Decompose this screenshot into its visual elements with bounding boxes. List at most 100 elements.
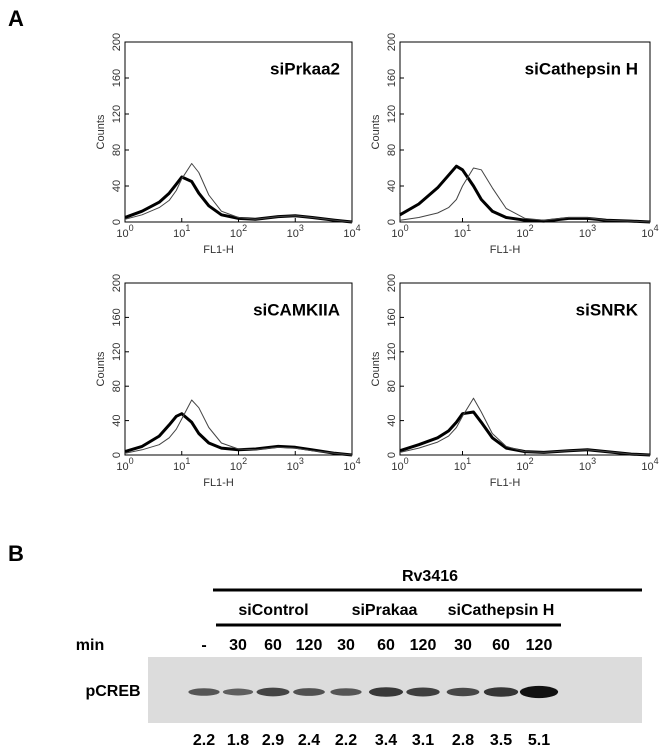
x-tick-label: 101 — [173, 456, 190, 473]
quantification: 2.2 — [193, 732, 215, 749]
x-axis-label: FL1-H — [203, 244, 234, 256]
x-tick-exponent: 2 — [242, 456, 247, 466]
band — [406, 687, 440, 697]
x-tick-label: 103 — [287, 223, 304, 240]
y-tick-label: 40 — [386, 180, 398, 192]
histogram-line — [399, 397, 651, 456]
y-tick-label: 80 — [386, 144, 398, 156]
y-tick-label: 80 — [111, 380, 123, 392]
quantification: 3.5 — [490, 732, 512, 749]
quantification: 3.4 — [375, 732, 397, 749]
panel-label: A — [8, 6, 24, 31]
x-tick-label: 102 — [516, 456, 533, 473]
x-tick-label: 103 — [579, 456, 596, 473]
x-tick-label: 100 — [116, 223, 133, 240]
chart-title: siSNRK — [576, 300, 639, 319]
y-tick-label: 120 — [386, 105, 398, 123]
x-tick-exponent: 3 — [591, 456, 596, 466]
time-point: 120 — [410, 637, 437, 654]
band — [519, 685, 559, 699]
y-tick-label: 200 — [386, 33, 398, 51]
treatment-label: Rv3416 — [402, 568, 458, 585]
x-tick-exponent: 1 — [185, 456, 190, 466]
x-tick-exponent: 4 — [356, 223, 361, 233]
y-tick-label: 200 — [111, 274, 123, 292]
x-tick-exponent: 1 — [466, 223, 471, 233]
y-tick-label: 160 — [111, 308, 123, 326]
x-tick-exponent: 0 — [404, 456, 409, 466]
x-tick-label: 101 — [454, 456, 471, 473]
band — [483, 687, 519, 697]
x-tick-label: 104 — [343, 223, 360, 240]
y-tick-label: 120 — [111, 105, 123, 123]
x-tick-base: 10 — [287, 461, 299, 473]
histogram-line — [124, 399, 353, 456]
x-tick-base: 10 — [230, 461, 242, 473]
band — [256, 687, 290, 697]
y-tick-label: 120 — [111, 343, 123, 361]
x-tick-base: 10 — [516, 461, 528, 473]
time-point: 120 — [296, 637, 323, 654]
group-label: siControl — [238, 602, 308, 619]
histogram-line — [124, 175, 353, 224]
x-tick-label: 102 — [516, 223, 533, 240]
x-axis-label: FL1-H — [203, 477, 234, 489]
chart-title: siCathepsin H — [525, 59, 638, 78]
time-point: 30 — [229, 637, 247, 654]
x-axis-label: FL1-H — [490, 244, 521, 256]
x-tick-base: 10 — [641, 461, 653, 473]
quantification: 3.1 — [412, 732, 434, 749]
y-axis-label: Counts — [370, 351, 382, 386]
histogram-line — [124, 163, 353, 223]
quantification: 2.4 — [298, 732, 320, 749]
x-tick-base: 10 — [343, 228, 355, 240]
x-tick-base: 10 — [454, 228, 466, 240]
y-tick-label: 80 — [111, 144, 123, 156]
time-point: 60 — [492, 637, 510, 654]
x-tick-exponent: 0 — [129, 223, 134, 233]
time-point: 30 — [454, 637, 472, 654]
y-tick-label: 0 — [111, 219, 123, 225]
x-tick-exponent: 1 — [466, 456, 471, 466]
x-tick-exponent: 2 — [242, 223, 247, 233]
x-tick-label: 104 — [343, 456, 360, 473]
y-tick-label: 160 — [386, 69, 398, 87]
y-tick-label: 0 — [111, 452, 123, 458]
x-tick-base: 10 — [391, 461, 403, 473]
histogram-line — [124, 412, 353, 457]
x-tick-label: 103 — [287, 456, 304, 473]
x-tick-base: 10 — [116, 228, 128, 240]
x-tick-exponent: 4 — [654, 223, 659, 233]
y-tick-label: 200 — [386, 274, 398, 292]
x-tick-label: 101 — [454, 223, 471, 240]
histogram-line — [399, 410, 651, 457]
quantification: 2.9 — [262, 732, 284, 749]
y-tick-label: 200 — [111, 33, 123, 51]
y-tick-label: 0 — [386, 219, 398, 225]
y-tick-label: 120 — [386, 343, 398, 361]
x-tick-label: 102 — [230, 456, 247, 473]
y-axis-label: Counts — [95, 351, 107, 386]
y-tick-label: 80 — [386, 380, 398, 392]
time-point: - — [201, 637, 206, 654]
x-tick-label: 100 — [116, 456, 133, 473]
band — [188, 688, 220, 696]
x-tick-base: 10 — [454, 461, 466, 473]
time-label: min — [76, 637, 104, 654]
x-tick-base: 10 — [516, 228, 528, 240]
x-tick-exponent: 0 — [129, 456, 134, 466]
x-tick-base: 10 — [641, 228, 653, 240]
x-tick-exponent: 1 — [185, 223, 190, 233]
histogram-line — [399, 167, 651, 223]
x-tick-label: 102 — [230, 223, 247, 240]
x-tick-exponent: 2 — [529, 223, 534, 233]
x-tick-label: 104 — [641, 456, 658, 473]
row-label: pCREB — [85, 683, 140, 700]
x-tick-label: 101 — [173, 223, 190, 240]
x-tick-base: 10 — [287, 228, 299, 240]
x-tick-exponent: 4 — [654, 456, 659, 466]
y-tick-label: 40 — [111, 180, 123, 192]
band — [293, 688, 325, 696]
x-tick-base: 10 — [173, 228, 185, 240]
